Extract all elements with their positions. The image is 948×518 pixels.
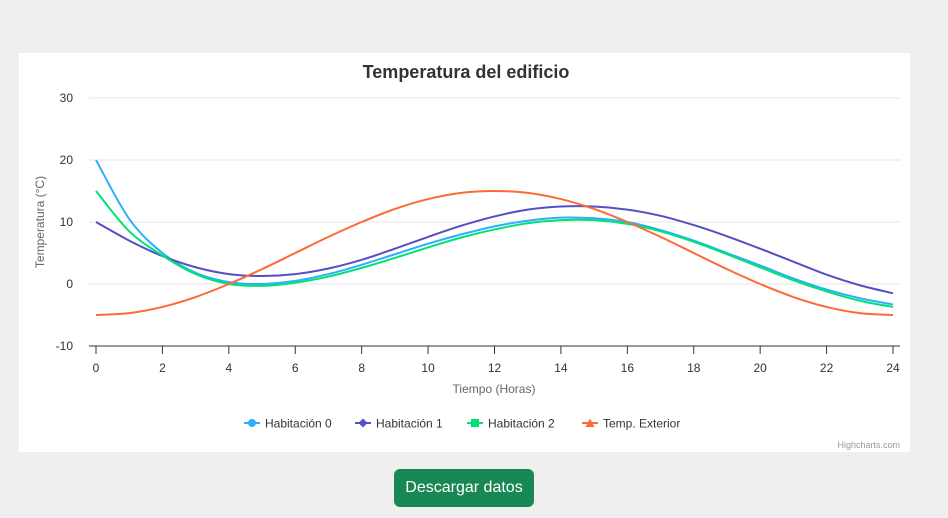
x-tick-label: 18 xyxy=(687,361,701,375)
x-tick-label: 12 xyxy=(488,361,502,375)
legend-label: Temp. Exterior xyxy=(603,417,680,431)
x-tick-label: 16 xyxy=(621,361,635,375)
x-tick-label: 14 xyxy=(554,361,568,375)
legend-square-icon xyxy=(471,419,479,427)
legend: Habitación 0 Habitación 1 Habitación 2 Temp… xyxy=(244,417,680,431)
legend-label: Habitación 1 xyxy=(376,417,443,431)
grid-lines xyxy=(89,97,900,285)
legend-item[interactable]: Habitación 2 xyxy=(467,417,555,431)
legend-circle-icon xyxy=(248,419,256,427)
legend-triangle-icon xyxy=(585,418,595,427)
y-tick-label: -10 xyxy=(56,339,74,353)
series-lines xyxy=(95,159,894,316)
x-tick-label: 22 xyxy=(820,361,834,375)
y-tick-label: 0 xyxy=(66,277,73,291)
x-tick-label: 10 xyxy=(421,361,435,375)
legend-item[interactable]: Habitación 0 xyxy=(244,417,332,431)
x-tick-label: 24 xyxy=(886,361,900,375)
legend-item[interactable]: Habitación 1 xyxy=(355,417,443,431)
legend-diamond-icon xyxy=(358,418,368,428)
chart-title: Temperatura del edificio xyxy=(363,62,570,82)
legend-label: Habitación 2 xyxy=(488,417,555,431)
x-axis-title: Tiempo (Horas) xyxy=(453,382,536,396)
x-tick-label: 8 xyxy=(358,361,365,375)
legend-label: Habitación 0 xyxy=(265,417,332,431)
x-tick-label: 4 xyxy=(225,361,232,375)
series-line-3 xyxy=(95,189,894,316)
y-tick-label: 10 xyxy=(60,215,74,229)
x-tick-label: 2 xyxy=(159,361,166,375)
x-tick-label: 20 xyxy=(753,361,767,375)
credits-label[interactable]: Highcharts.com xyxy=(837,440,900,450)
legend-item[interactable]: Temp. Exterior xyxy=(582,417,680,431)
y-tick-label: 20 xyxy=(60,153,74,167)
x-tick-label: 0 xyxy=(93,361,100,375)
x-tick-label: 6 xyxy=(292,361,299,375)
series-line-0 xyxy=(95,159,894,306)
y-tick-label: 30 xyxy=(60,91,74,105)
download-data-button[interactable]: Descargar datos xyxy=(394,469,534,507)
chart-container: Temperatura del edificio -10 0 10 20 30 0 2 4 6 8… xyxy=(19,53,910,452)
series-line-1 xyxy=(95,205,894,295)
y-axis-title: Temperatura (°C) xyxy=(33,176,47,268)
